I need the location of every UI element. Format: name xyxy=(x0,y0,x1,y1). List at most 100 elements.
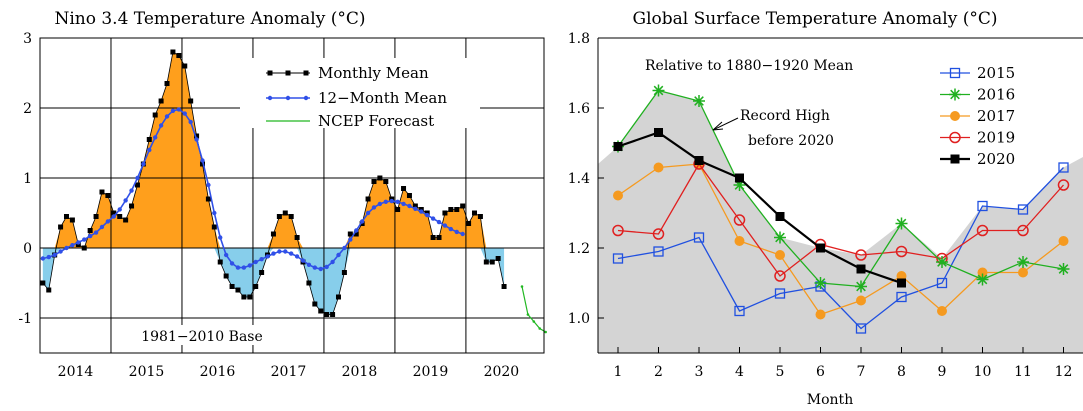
monthly-mean-point xyxy=(330,312,336,317)
nino-base-note: 1981−2010 Base xyxy=(141,329,263,345)
series-2020-point xyxy=(856,264,866,274)
twelve-month-mean-point xyxy=(200,158,205,163)
twelve-month-mean-point xyxy=(413,206,418,211)
series-2016-point xyxy=(936,256,948,268)
global-y-ticks: 1.0 1.2 1.4 1.6 1.8 xyxy=(568,31,604,327)
monthly-mean-point xyxy=(471,210,477,216)
ncep-forecast-point xyxy=(526,313,530,316)
series-2019-line xyxy=(617,162,1064,277)
series-2017-line xyxy=(617,163,1064,316)
series-2015-point xyxy=(1017,204,1029,215)
twelve-month-mean-point xyxy=(135,175,140,181)
monthly-mean-point xyxy=(129,203,135,209)
legend-2017-marker xyxy=(950,111,960,121)
monthly-mean-point xyxy=(111,210,117,216)
series-2020-point xyxy=(816,243,825,253)
monthly-mean-point xyxy=(247,294,253,300)
monthly-mean-point xyxy=(483,259,489,265)
twelve-month-mean-point xyxy=(170,108,176,114)
nino-x-tick-label: 2018 xyxy=(342,364,378,380)
ncep-forecast-point xyxy=(538,327,542,330)
monthly-mean-point xyxy=(371,179,377,184)
global-x-tick-label: 12 xyxy=(1055,364,1073,380)
monthly-mean-point xyxy=(335,294,341,300)
twelve-month-mean-point xyxy=(354,228,359,233)
series-2015-point xyxy=(612,253,624,264)
twelve-month-mean-point xyxy=(259,257,264,262)
relative-mean-note: Relative to 1880−1920 Mean xyxy=(645,58,853,74)
twelve-month-mean-point xyxy=(117,207,122,212)
monthly-mean-point xyxy=(501,284,507,289)
legend-2019-label: 2019 xyxy=(977,129,1015,147)
monthly-mean-point xyxy=(412,203,418,209)
global-x-ticks: 1 2 3 4 5 6 7 8 9 10 11 12 xyxy=(614,347,1073,380)
twelve-month-mean-point xyxy=(218,235,223,240)
monthly-mean-point xyxy=(117,214,123,219)
monthly-mean-point xyxy=(87,228,93,233)
twelve-month-mean-point xyxy=(389,198,394,204)
series-2019-point xyxy=(1057,179,1070,191)
monthly-mean-point xyxy=(211,224,217,230)
twelve-month-mean-point xyxy=(265,254,270,259)
positive-anomaly-area xyxy=(42,52,505,248)
global-y-tick-label: 1.0 xyxy=(568,311,590,327)
global-x-tick-label: 2 xyxy=(654,364,663,380)
monthly-mean-point xyxy=(460,203,466,209)
series-2019-point xyxy=(733,214,746,226)
monthly-mean-point xyxy=(199,161,205,167)
nino-x-tick-label: 2019 xyxy=(413,364,449,380)
record-high-shading xyxy=(598,90,1083,353)
twelve-month-mean-point xyxy=(407,203,412,209)
monthly-mean-point xyxy=(276,214,282,219)
twelve-month-mean-point xyxy=(401,201,406,207)
series-2016-point xyxy=(693,95,705,107)
twelve-month-mean-point xyxy=(129,188,134,193)
series-2019-point xyxy=(652,228,665,240)
series-2017-point xyxy=(815,309,826,320)
twelve-month-mean-point xyxy=(460,231,465,237)
series-2016-point xyxy=(895,217,908,230)
record-high-note-line2: before 2020 xyxy=(748,133,834,149)
series-2020-point xyxy=(654,128,663,137)
twelve-month-mean-point xyxy=(70,243,75,248)
series-2015-point xyxy=(774,288,786,299)
series-2017-point xyxy=(977,267,988,278)
series-2017-point xyxy=(613,190,623,201)
monthly-mean-point xyxy=(217,259,223,265)
series-2019-point xyxy=(976,224,989,237)
monthly-mean-point xyxy=(341,270,347,275)
global-series xyxy=(612,84,1070,334)
global-x-tick-label: 5 xyxy=(776,364,785,380)
nino-anomaly-fill xyxy=(42,52,505,315)
twelve-month-mean-point xyxy=(111,214,116,219)
twelve-month-mean-point xyxy=(64,245,69,251)
twelve-month-mean-point xyxy=(442,223,448,228)
monthly-mean-point xyxy=(442,210,448,216)
series-2019-point xyxy=(895,245,908,258)
series-2015-point xyxy=(896,291,907,303)
series-2020-point xyxy=(897,278,906,288)
twelve-month-mean-point xyxy=(123,198,128,203)
nino-x-ticks: 2014 2015 2016 2017 2018 2019 2020 xyxy=(58,364,520,380)
monthly-mean-point xyxy=(430,235,436,240)
global-y-tick-label: 1.4 xyxy=(568,171,590,187)
monthly-mean-point xyxy=(158,98,164,104)
series-2016-point xyxy=(1017,256,1029,268)
twelve-month-mean-point xyxy=(277,249,282,254)
record-high-arrow xyxy=(712,117,739,131)
nino-y-tick-label: -1 xyxy=(18,311,32,327)
twelve-month-mean-point xyxy=(152,135,158,140)
series-2015-point xyxy=(734,305,745,317)
twelve-month-mean-point xyxy=(371,205,377,210)
series-2015-point xyxy=(693,232,705,243)
twelve-month-mean-point xyxy=(93,230,99,235)
nino-x-tick-label: 2016 xyxy=(200,364,236,380)
nino-x-tick-label: 2014 xyxy=(58,364,94,380)
monthly-mean-point xyxy=(466,221,472,226)
nino-y-tick-label: 3 xyxy=(23,31,32,47)
twelve-month-mean-point xyxy=(223,252,229,258)
monthly-mean-point xyxy=(270,231,276,237)
monthly-mean-point xyxy=(223,273,229,279)
twelve-month-mean-point xyxy=(253,259,258,265)
